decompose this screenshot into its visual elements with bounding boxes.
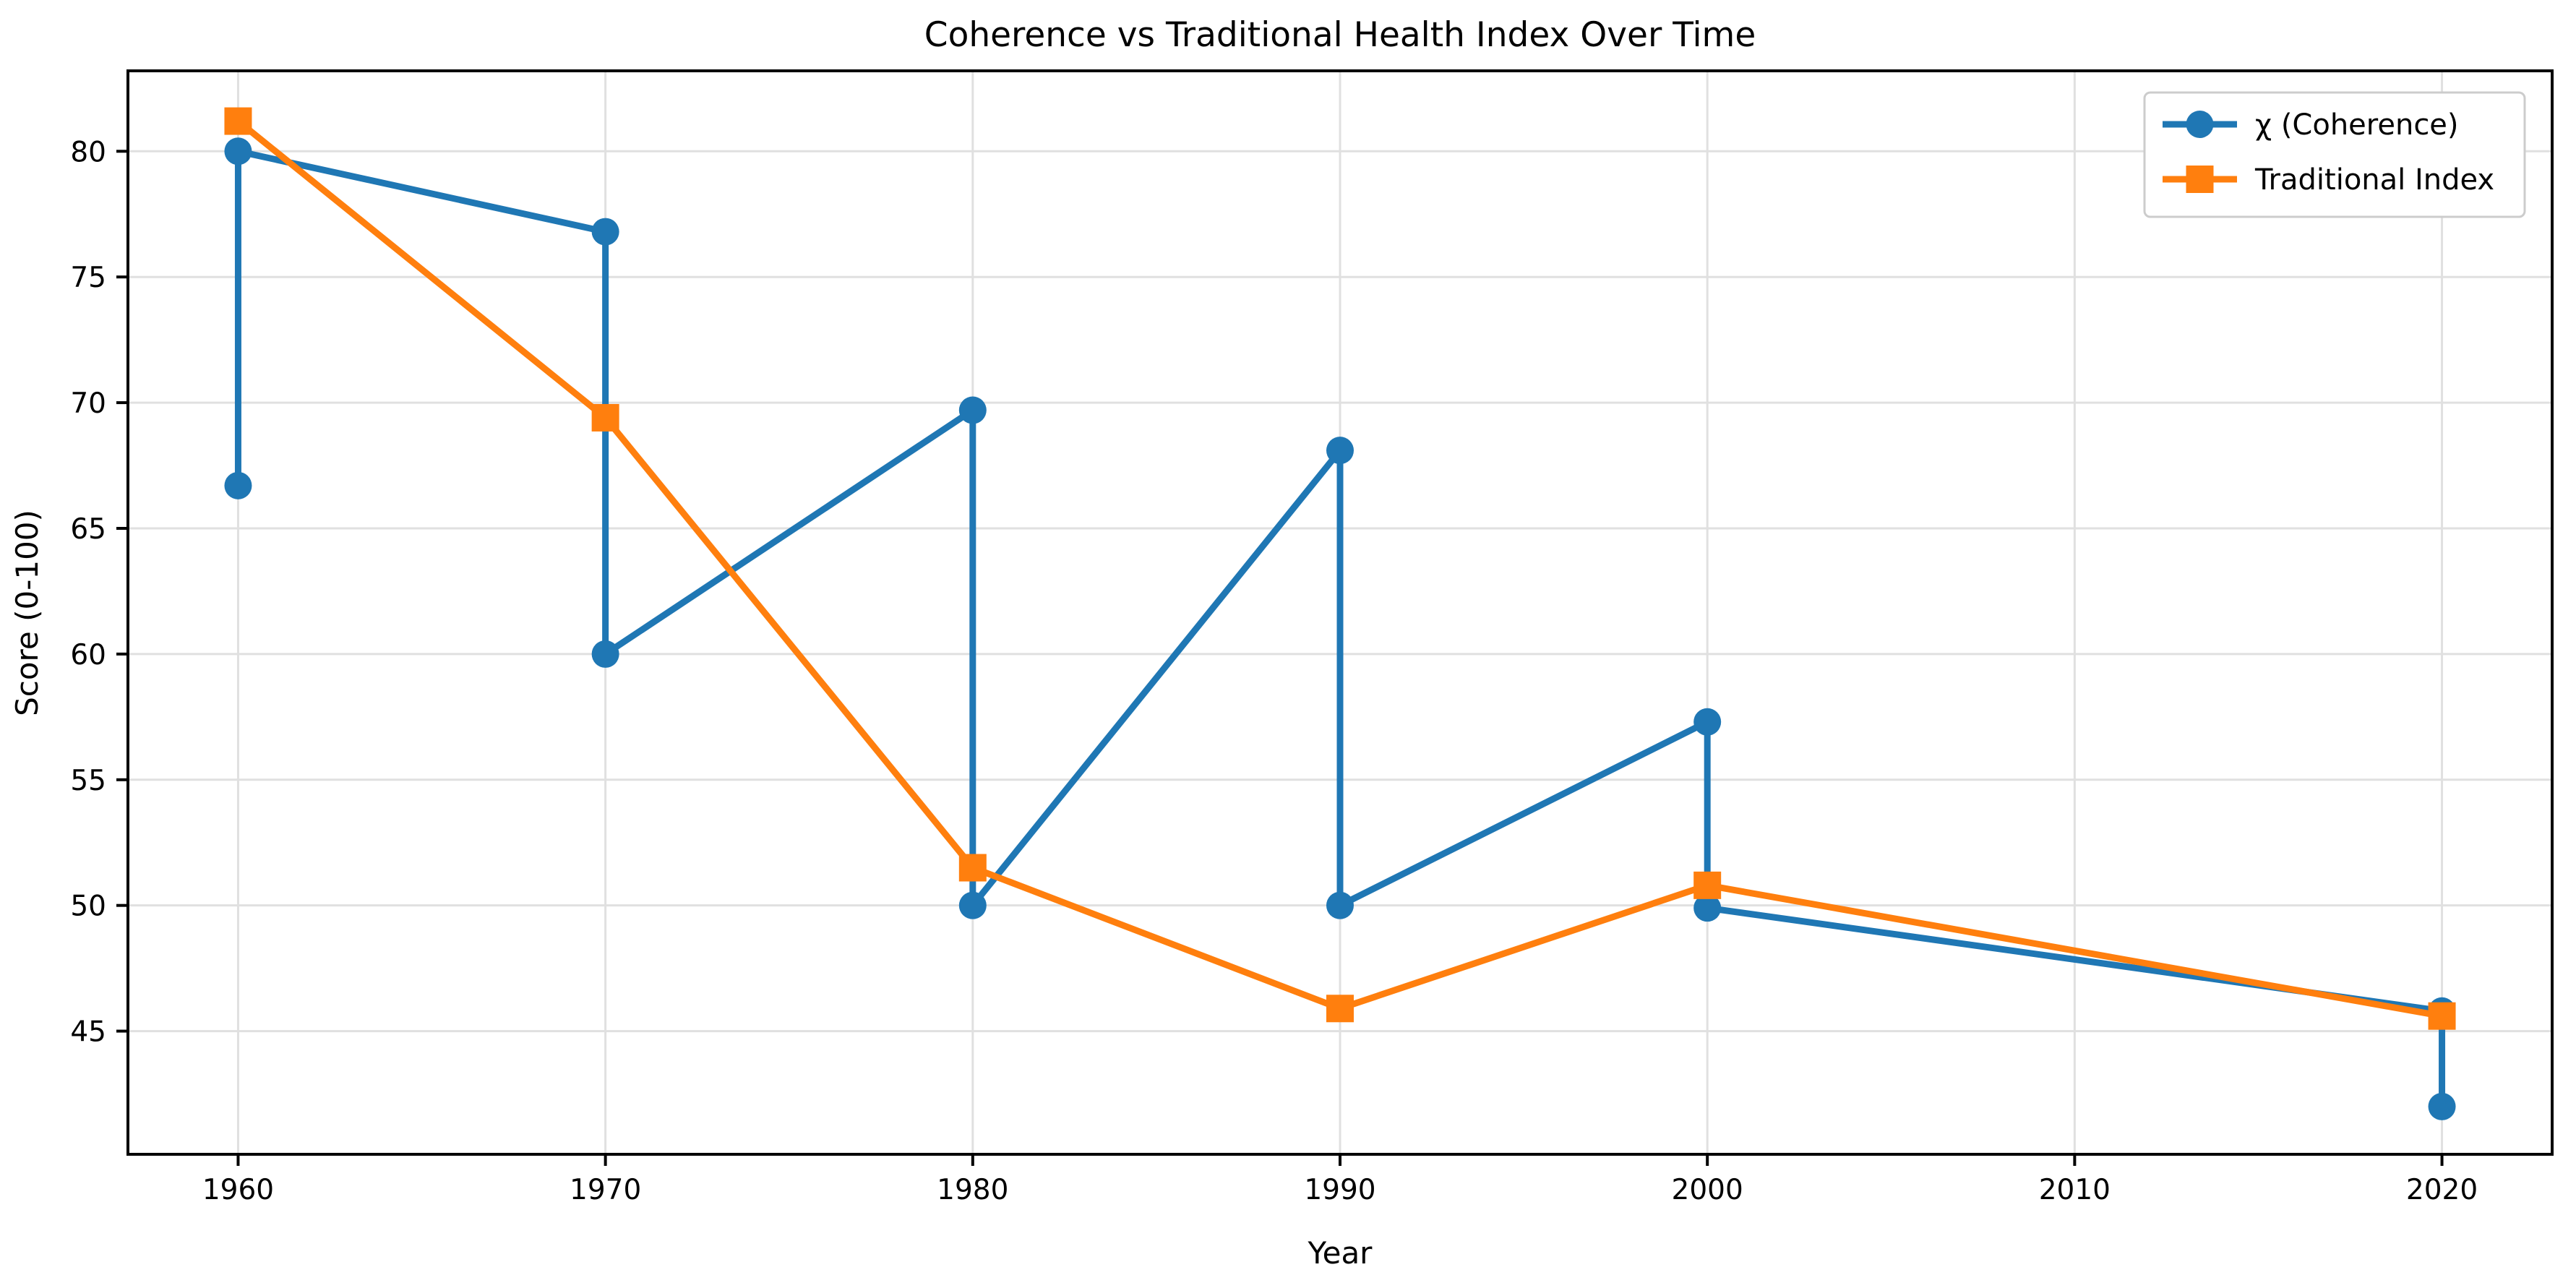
x-tick-label: 1980: [937, 1174, 1008, 1206]
y-tick-label: 65: [70, 513, 106, 546]
y-tick-label: 45: [70, 1016, 106, 1049]
series-marker-coherence: [591, 640, 619, 668]
series-marker-coherence: [1326, 437, 1354, 465]
y-axis-label: Score (0-100): [9, 510, 45, 716]
y-tick-label: 60: [70, 639, 106, 671]
series-line-coherence: [234, 147, 2446, 1110]
legend-marker-square: [2186, 166, 2214, 193]
legend: χ (Coherence) Traditional Index: [2143, 91, 2526, 218]
series-marker-traditional-index: [591, 403, 619, 432]
series-marker-coherence: [958, 891, 987, 919]
series-marker-traditional-index: [1326, 995, 1354, 1023]
y-tick-label: 55: [70, 765, 106, 797]
series-line-traditional-index: [234, 118, 2446, 1020]
x-tick-label: 2020: [2406, 1174, 2478, 1206]
series-marker-coherence: [1326, 891, 1354, 919]
x-tick-label: 1990: [1304, 1174, 1375, 1206]
legend-label: Traditional Index: [2254, 163, 2494, 197]
series-marker-coherence: [958, 396, 987, 424]
grid-layer: [128, 71, 2552, 1154]
series-marker-traditional-index: [1693, 871, 1722, 899]
legend-label: χ (Coherence): [2255, 108, 2459, 142]
y-tick-label: 75: [70, 262, 106, 294]
x-axis-label: Year: [1308, 1235, 1373, 1271]
legend-marker-circle: [2186, 111, 2214, 138]
series-marker-traditional-index: [958, 854, 987, 882]
series-marker-coherence: [1693, 708, 1722, 736]
x-tick-label: 2010: [2039, 1174, 2111, 1206]
series-marker-coherence: [224, 471, 252, 499]
y-tick-label: 70: [70, 387, 106, 420]
y-tick-label: 50: [70, 890, 106, 923]
x-tick-label: 1970: [570, 1174, 641, 1206]
series-marker-traditional-index: [2428, 1002, 2456, 1030]
x-tick-label: 1960: [202, 1174, 274, 1206]
legend-box: [2143, 91, 2526, 218]
series-marker-coherence: [224, 137, 252, 166]
series-marker-traditional-index: [224, 107, 252, 135]
series-marker-coherence: [2428, 1092, 2456, 1120]
y-tick-label: 80: [70, 136, 106, 168]
series-marker-coherence: [591, 218, 619, 246]
series-layer: [224, 107, 2456, 1120]
chart-title: Coherence vs Traditional Health Index Ov…: [924, 15, 1756, 55]
tick-layer: 1960 1970 1980 1990 2000 2010 2020 45 50 55 60 65 70…: [70, 136, 2478, 1206]
x-tick-label: 2000: [1672, 1174, 1743, 1206]
series-marker-coherence: [1693, 894, 1722, 922]
